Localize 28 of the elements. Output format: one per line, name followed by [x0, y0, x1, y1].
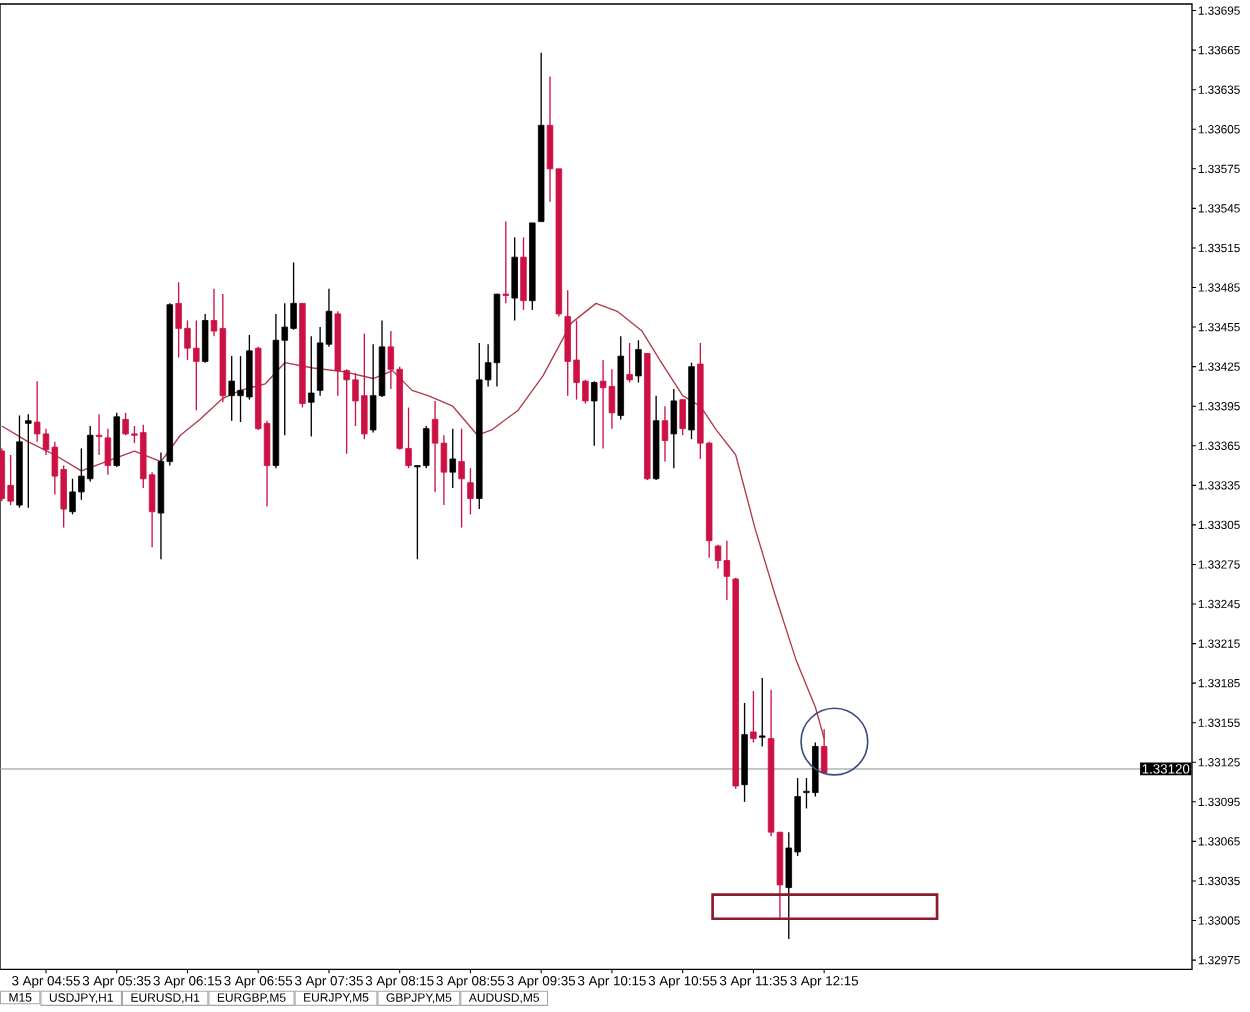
candlestick [95, 413, 103, 456]
candlestick [591, 380, 598, 447]
candlestick [201, 313, 209, 364]
candlestick [608, 368, 616, 430]
candlestick [723, 540, 731, 601]
candlestick [0, 447, 6, 502]
candlestick [820, 728, 828, 775]
candlestick [750, 690, 757, 744]
candlestick [458, 427, 465, 529]
candlestick [104, 427, 112, 476]
candlestick [502, 220, 510, 305]
candlestick [635, 339, 642, 384]
candlestick [599, 359, 607, 450]
candlestick [33, 380, 41, 443]
candlestick [449, 427, 456, 489]
candlestick [626, 342, 633, 384]
candlestick [25, 413, 32, 509]
candlestick [467, 467, 474, 516]
candlestick [7, 454, 14, 506]
candlestick [670, 388, 678, 469]
candlestick [431, 400, 439, 493]
candlestick [759, 677, 766, 748]
candlestick [520, 236, 527, 311]
candlestick [369, 343, 377, 434]
candlestick [679, 398, 686, 436]
candlestick [308, 335, 315, 438]
candlestick [661, 405, 669, 463]
candlestick [511, 236, 518, 322]
